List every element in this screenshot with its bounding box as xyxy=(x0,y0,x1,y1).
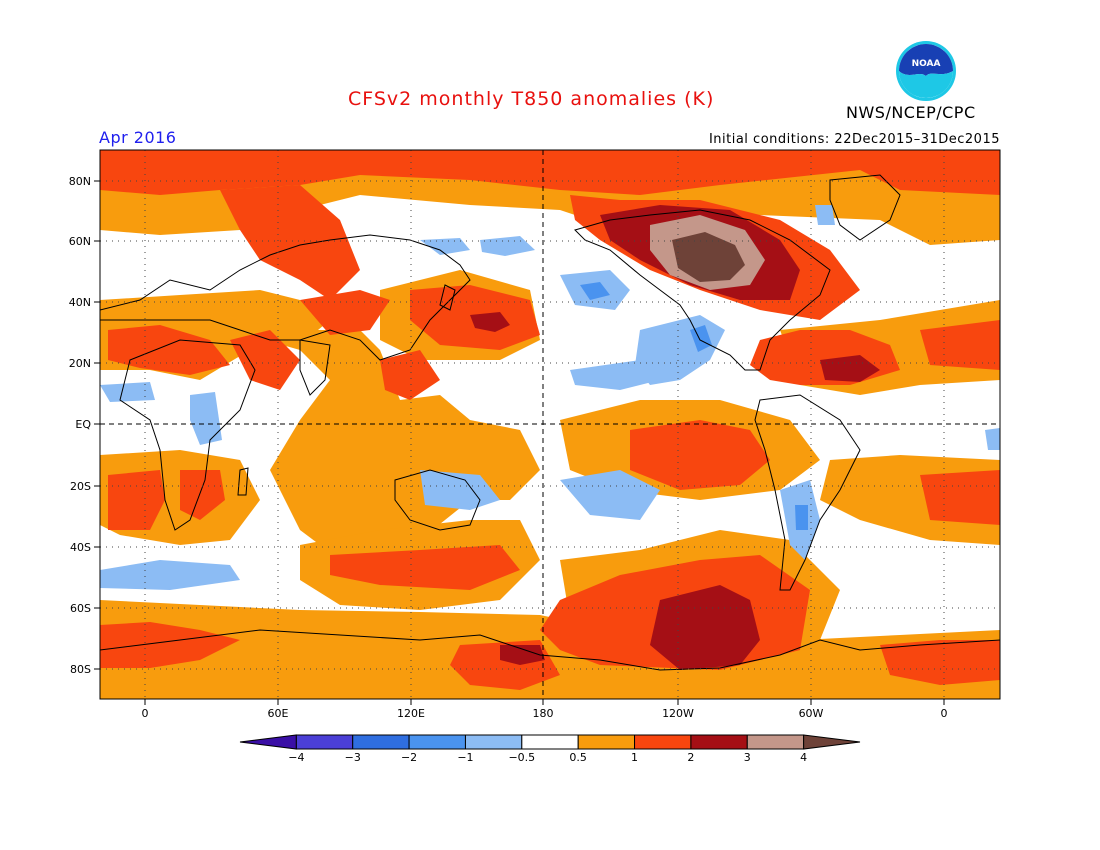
lat-tick-label: 40N xyxy=(69,296,91,309)
lat-tick-label: 80S xyxy=(70,663,91,676)
colorbar-label: −3 xyxy=(345,751,361,764)
colorbar-arrow-left xyxy=(239,734,297,750)
colorbar-segment xyxy=(408,734,466,750)
lat-tick-label: 60N xyxy=(69,235,91,248)
colorbar-segment xyxy=(577,734,636,750)
colorbar-label: −2 xyxy=(401,751,417,764)
colorbar-label: 3 xyxy=(744,751,751,764)
lon-tick-label: 120E xyxy=(397,707,425,720)
colorbar-segment xyxy=(295,734,354,750)
lat-tick-label: 40S xyxy=(70,541,91,554)
colorbar-label: 2 xyxy=(687,751,694,764)
colorbar-segment xyxy=(521,734,579,750)
lat-tick-label: 20S xyxy=(70,480,91,493)
colorbar-segment xyxy=(464,734,523,750)
lon-tick-label: 0 xyxy=(941,707,948,720)
colorbar: −4 −3 −2 −1 −0.5 0.5 1 2 3 4 xyxy=(239,734,861,764)
lat-tick-label: 20N xyxy=(69,357,91,370)
lon-tick-label: 60W xyxy=(799,707,824,720)
colorbar-label: 0.5 xyxy=(569,751,587,764)
colorbar-segment xyxy=(634,734,692,750)
colorbar-label: −0.5 xyxy=(508,751,535,764)
anomaly-band-neg-05 xyxy=(100,205,1000,590)
dotted-graticule xyxy=(100,150,1000,699)
lon-tick-label: 60E xyxy=(268,707,289,720)
map-plot-area xyxy=(100,150,1000,699)
anomaly-band-1-2 xyxy=(100,150,1000,690)
lat-tick-label: EQ xyxy=(75,418,91,431)
lon-tick-label: 180 xyxy=(533,707,554,720)
lat-tick-label: 80N xyxy=(69,175,91,188)
noaa-logo-text: NOAA xyxy=(912,59,941,69)
noaa-logo: NOAA xyxy=(896,41,956,101)
colorbar-segment xyxy=(690,734,748,750)
lon-tick-label: 120W xyxy=(662,707,694,720)
colorbar-label: −1 xyxy=(457,751,473,764)
colorbar-segment xyxy=(746,734,805,750)
colorbar-arrow-right xyxy=(803,734,861,750)
agency-label: NWS/NCEP/CPC xyxy=(846,103,976,122)
colorbar-label: 1 xyxy=(631,751,638,764)
longitude-ticks: 0 60E 120E 180 120W 60W 0 xyxy=(142,699,948,720)
chart-title: CFSv2 monthly T850 anomalies (K) xyxy=(348,88,715,110)
colorbar-label: −4 xyxy=(288,751,304,764)
lat-tick-label: 60S xyxy=(70,602,91,615)
coastlines xyxy=(100,174,1000,671)
anomaly-band-gt-4 xyxy=(672,232,745,282)
forecast-month: Apr 2016 xyxy=(99,128,177,147)
anomaly-band-neg-1 xyxy=(580,282,808,530)
colorbar-label: 4 xyxy=(800,751,807,764)
colorbar-segment xyxy=(352,734,410,750)
initial-conditions: Initial conditions: 22Dec2015–31Dec2015 xyxy=(708,132,1000,147)
latitude-ticks: 80N 60N 40N 20N EQ 20S 40S 60S 80S xyxy=(69,175,100,676)
lon-tick-label: 0 xyxy=(142,707,149,720)
